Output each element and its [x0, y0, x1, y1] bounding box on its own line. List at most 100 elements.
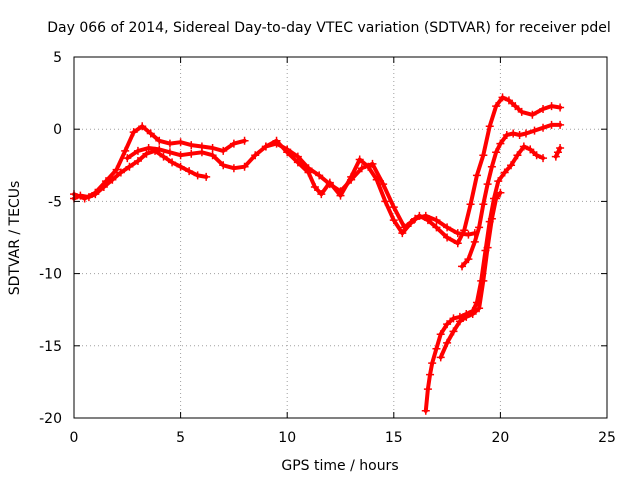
- data-point: [494, 177, 503, 186]
- plot-frame: [73, 56, 608, 419]
- data-point: [460, 226, 469, 235]
- x-tick-label: 20: [491, 430, 509, 446]
- data-point: [551, 152, 560, 161]
- y-axis-label: SDTVAR / TECUs: [7, 181, 23, 296]
- data-point: [229, 164, 238, 173]
- data-point: [443, 338, 452, 347]
- data-point: [547, 102, 556, 111]
- data-point: [500, 168, 509, 177]
- data-point: [509, 129, 518, 138]
- data-point: [498, 93, 507, 102]
- data-point: [483, 180, 492, 189]
- data-point: [317, 190, 326, 199]
- data-point: [187, 149, 196, 158]
- data-point: [357, 164, 366, 173]
- data-point: [129, 128, 138, 137]
- data-point: [556, 103, 565, 112]
- x-axis-label: GPS time / hours: [281, 458, 398, 474]
- data-point: [453, 229, 462, 238]
- data-point: [325, 178, 334, 187]
- data-point: [468, 310, 477, 319]
- data-point: [449, 314, 458, 323]
- data-point: [336, 191, 345, 200]
- data-point: [398, 229, 407, 238]
- data-point: [168, 158, 177, 167]
- data-point: [539, 104, 548, 113]
- data-point: [556, 143, 565, 152]
- data-point: [91, 188, 100, 197]
- data-point: [449, 327, 458, 336]
- data-point: [133, 156, 142, 165]
- data-point: [219, 146, 228, 155]
- data-point: [193, 171, 202, 180]
- satellite-track-2: [70, 122, 249, 203]
- data-point: [219, 161, 228, 170]
- data-point: [428, 359, 437, 368]
- data-point: [521, 129, 530, 138]
- data-point: [517, 107, 526, 116]
- data-point: [389, 203, 398, 212]
- data-point: [112, 165, 121, 174]
- data-point: [492, 194, 501, 203]
- x-tick-label: 0: [70, 430, 79, 446]
- data-point: [475, 304, 484, 313]
- data-point: [176, 162, 185, 171]
- data-point: [368, 159, 377, 168]
- data-point: [197, 148, 206, 157]
- data-point: [443, 233, 452, 242]
- data-point: [464, 255, 473, 264]
- data-point: [406, 219, 415, 228]
- data-point: [389, 216, 398, 225]
- data-point: [208, 151, 217, 160]
- data-point: [504, 96, 513, 105]
- data-point: [176, 138, 185, 147]
- data-point: [364, 162, 373, 171]
- data-point: [513, 151, 522, 160]
- satellite-track-3: [123, 139, 479, 239]
- grid: [74, 57, 607, 418]
- data-point: [310, 182, 319, 191]
- data-point: [515, 130, 524, 139]
- data-point: [229, 139, 238, 148]
- data-point: [432, 344, 441, 353]
- satellite-track-7: [436, 188, 505, 362]
- satellite-track-8: [551, 143, 565, 161]
- data-point: [526, 145, 535, 154]
- data-point: [261, 142, 270, 151]
- series-line: [460, 122, 563, 269]
- x-tick-label: 25: [598, 430, 616, 446]
- data-point: [251, 151, 260, 160]
- data-point: [293, 158, 302, 167]
- axes: 0 5 10 15 20 25 5 0 -5 -10 -15 -20: [39, 50, 616, 446]
- data-point: [415, 211, 424, 220]
- data-point: [511, 102, 520, 111]
- data-point: [539, 123, 548, 132]
- data-point: [125, 162, 134, 171]
- data-point: [165, 139, 174, 148]
- data-point: [492, 148, 501, 157]
- data-point: [479, 151, 488, 160]
- data-point: [470, 237, 479, 246]
- data-point: [539, 154, 548, 163]
- data-point: [155, 136, 164, 145]
- data-point: [176, 151, 185, 160]
- data-point: [432, 216, 441, 225]
- data-point: [116, 168, 125, 177]
- data-point: [372, 175, 381, 184]
- data-point: [475, 223, 484, 232]
- data-point: [547, 120, 556, 129]
- data-point: [381, 197, 390, 206]
- satellite-track-4: [261, 93, 565, 248]
- data-point: [479, 276, 488, 285]
- y-tick-label: -15: [39, 339, 62, 355]
- data-point: [101, 177, 110, 186]
- data-point: [496, 139, 505, 148]
- data-point: [155, 145, 164, 154]
- data-point: [159, 152, 168, 161]
- data-point: [487, 162, 496, 171]
- data-point: [185, 167, 194, 176]
- data-point: [472, 171, 481, 180]
- data-point: [483, 243, 492, 252]
- data-point: [443, 223, 452, 232]
